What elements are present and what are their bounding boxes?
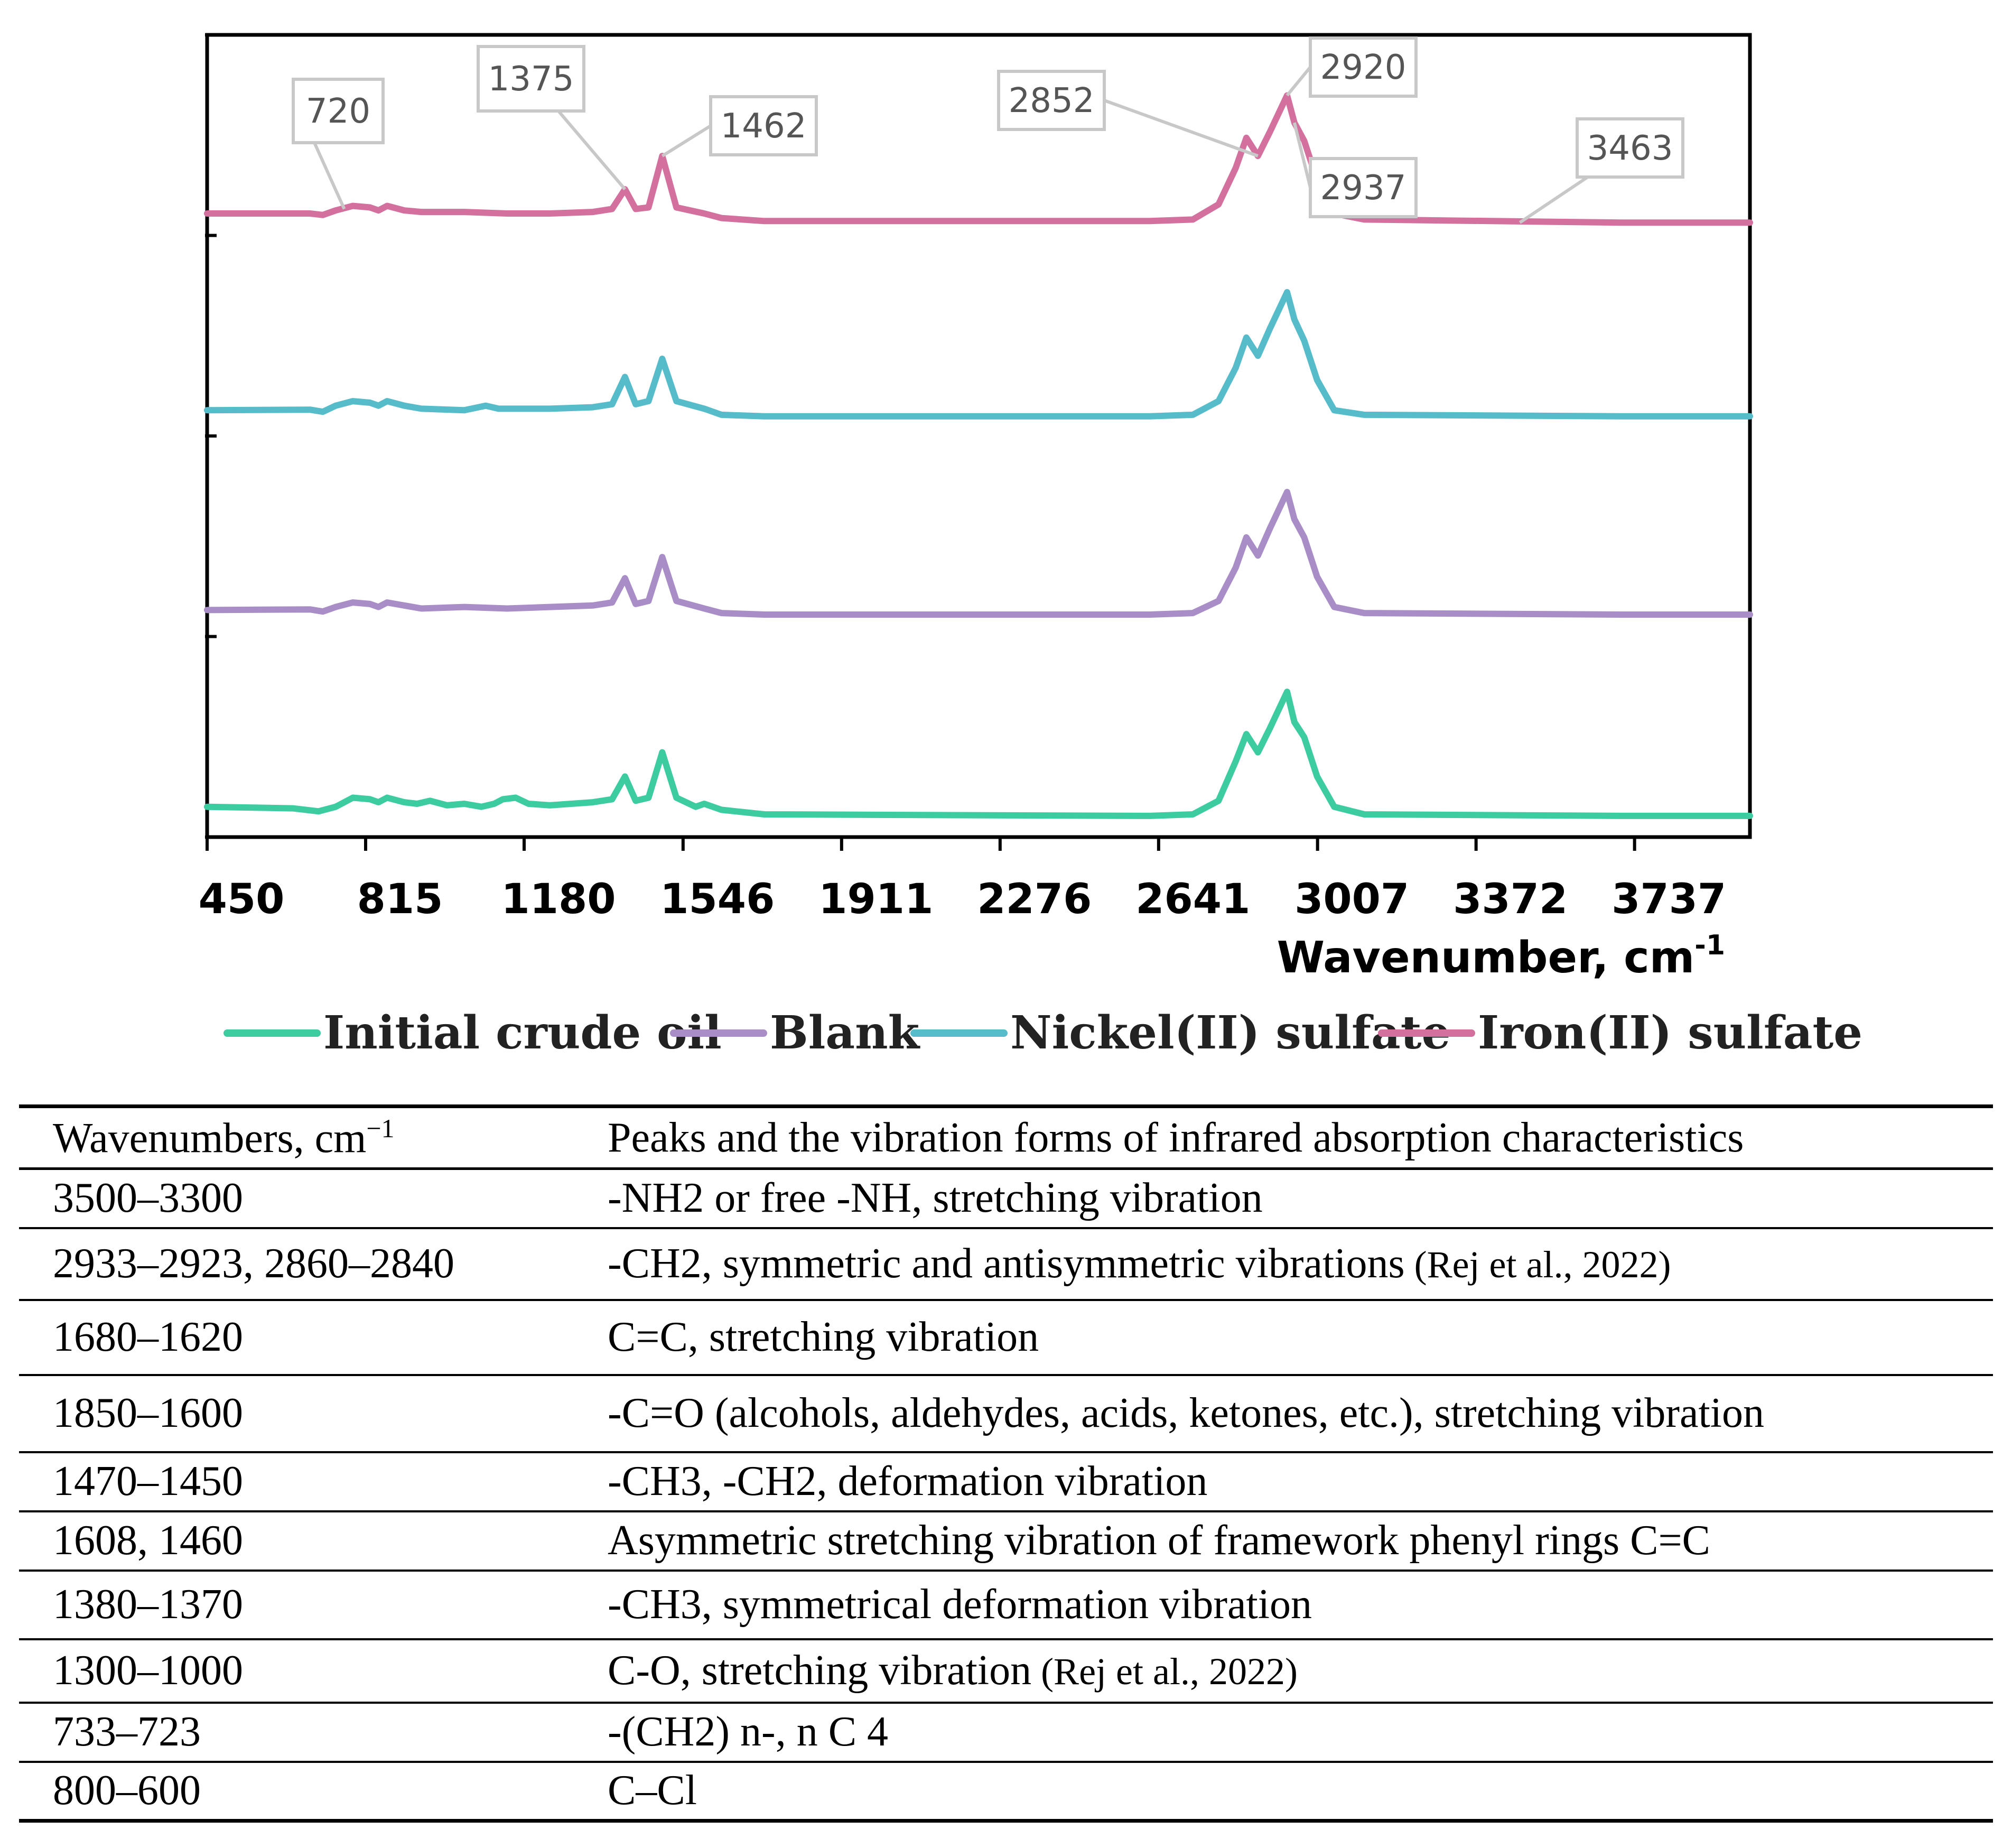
legend: Initial crude oil Blank Nickel(II) sulfate… xyxy=(223,1006,1862,1060)
cell-wavenumbers: 2933–2923, 2860–2840 xyxy=(53,1240,454,1287)
annotation-box xyxy=(1309,36,1418,98)
cell-assignment: -CH3, -CH2, deformation vibration xyxy=(608,1452,1993,1511)
series-line-0 xyxy=(204,689,1753,819)
cell-assignment: C-O, stretching vibration (Rej et al., 2… xyxy=(608,1639,1993,1703)
x-tick-label: 3007 xyxy=(1294,876,1409,923)
cell-assignment: -CH3, symmetrical deformation vibration xyxy=(608,1571,1993,1639)
annotation-box xyxy=(1576,117,1684,179)
cell-wavenumbers: 3500–3300 xyxy=(53,1175,243,1222)
assignment-text: -NH2 or free -NH, stretching vibration xyxy=(608,1175,1263,1222)
assignment-text: -(CH2) n-, n C 4 xyxy=(608,1708,889,1755)
legend-label-0: Initial crude oil xyxy=(323,1006,722,1060)
x-tick-label: 3372 xyxy=(1453,876,1568,923)
annotation-label: 2920 xyxy=(1320,48,1406,87)
cell-assignment: -CH2, symmetric and antisymmetric vibrat… xyxy=(608,1228,1993,1300)
legend-label-2: Nickel(II) sulfate xyxy=(1010,1006,1450,1060)
legend-label-3: Iron(II) sulfate xyxy=(1478,1006,1862,1060)
table-row: 2933–2923, 2860–2840 -CH2, symmetric and … xyxy=(19,1228,1993,1300)
x-tick-label: 2641 xyxy=(1135,876,1250,923)
series-layer xyxy=(204,92,1753,819)
plot-area xyxy=(205,33,1752,839)
cell-wavenumbers: 800–600 xyxy=(53,1767,201,1814)
ir-assignment-table: Wavenumbers, cm−1 Peaks and the vibratio… xyxy=(19,1104,1993,1823)
table-row: 1850–1600 -C=O (alcohols, aldehydes, acid… xyxy=(19,1375,1993,1452)
series-line-2 xyxy=(204,289,1753,420)
header-wavenumbers: Wavenumbers, cm−1 xyxy=(53,1113,395,1162)
assignment-text: C=C, stretching vibration xyxy=(608,1314,1039,1360)
table-row: 1608, 1460 Asymmetric stretching vibratio… xyxy=(19,1511,1993,1571)
table-body: 3500–3300 -NH2 or free -NH, stretching vi… xyxy=(19,1169,1993,1821)
x-tick-label: 2276 xyxy=(977,876,1092,923)
table-header-row: Wavenumbers, cm−1 Peaks and the vibratio… xyxy=(19,1106,1993,1169)
annotation-box xyxy=(709,95,818,156)
series-line-1 xyxy=(204,489,1753,618)
header-assignment: Peaks and the vibration forms of infrare… xyxy=(608,1114,1744,1161)
table-row: 1470–1450 -CH3, -CH2, deformation vibrati… xyxy=(19,1452,1993,1511)
x-tick-label: 815 xyxy=(357,876,443,923)
assignment-text: -CH2, symmetric and antisymmetric vibrat… xyxy=(608,1240,1405,1287)
cell-assignment: C–Cl xyxy=(608,1762,1993,1821)
annotation-leader xyxy=(1292,122,1312,188)
annotation-label: 3463 xyxy=(1587,129,1673,168)
x-tick-label: 450 xyxy=(199,876,285,923)
assignment-text: -CH3, -CH2, deformation vibration xyxy=(608,1458,1208,1505)
annotation-box xyxy=(292,78,385,144)
assignment-text: Asymmetric stretching vibration of frame… xyxy=(608,1517,1710,1564)
ftir-chart: 720 1375 1462 2852 2920 2937 3463 450 815 1180 15… xyxy=(199,33,1862,1060)
annotation-leader xyxy=(1103,99,1259,157)
annotation-label: 2937 xyxy=(1320,169,1406,208)
annotation-leader xyxy=(1519,175,1589,224)
annotation-box xyxy=(477,45,585,113)
x-axis-title: Wavenumber, cm-1 xyxy=(1277,930,1725,983)
cell-assignment: -C=O (alcohols, aldehydes, acids, ketone… xyxy=(608,1375,1993,1452)
citation-text: (Rej et al., 2022) xyxy=(1404,1243,1671,1286)
cell-assignment: C=C, stretching vibration xyxy=(608,1300,1993,1375)
annotation-leader xyxy=(661,124,712,157)
table-row: 1300–1000 C-O, stretching vibration (Rej … xyxy=(19,1639,1993,1703)
annotation-box xyxy=(997,70,1106,131)
annotation-layer: 720 1375 1462 2852 2920 2937 3463 xyxy=(292,36,1684,224)
annotation-box xyxy=(1309,157,1418,218)
assignment-text: -C=O (alcohols, aldehydes, acids, ketone… xyxy=(608,1390,1764,1436)
legend-label-1: Blank xyxy=(770,1006,921,1060)
cell-assignment: -NH2 or free -NH, stretching vibration xyxy=(608,1169,1993,1228)
x-tick-label: 3737 xyxy=(1612,876,1726,923)
series-line-3 xyxy=(204,92,1753,226)
cell-assignment: -(CH2) n-, n C 4 xyxy=(608,1703,1993,1762)
cell-wavenumbers: 1608, 1460 xyxy=(53,1517,243,1564)
assignment-text: C-O, stretching vibration xyxy=(608,1647,1032,1694)
annotation-leader xyxy=(313,142,346,210)
cell-wavenumbers: 1470–1450 xyxy=(53,1458,243,1505)
annotation-label: 2852 xyxy=(1009,81,1095,120)
cell-wavenumbers: 733–723 xyxy=(53,1708,201,1755)
assignment-text: -CH3, symmetrical deformation vibration xyxy=(608,1581,1312,1628)
annotation-label: 720 xyxy=(306,92,370,131)
table-row: 800–600 C–Cl xyxy=(19,1762,1993,1821)
axes: 450 815 1180 1546 1911 2276 2641 3007 3372 3737 xyxy=(199,33,1750,923)
citation-text: (Rej et al., 2022) xyxy=(1031,1650,1298,1693)
cell-assignment: Asymmetric stretching vibration of frame… xyxy=(608,1511,1993,1571)
x-tick-label: 1546 xyxy=(660,876,775,923)
cell-wavenumbers: 1680–1620 xyxy=(53,1314,243,1360)
cell-wavenumbers: 1300–1000 xyxy=(53,1647,243,1694)
table-row: 733–723 -(CH2) n-, n C 4 xyxy=(19,1703,1993,1762)
cell-wavenumbers: 1380–1370 xyxy=(53,1581,243,1628)
annotation-label: 1375 xyxy=(488,60,574,99)
table-row: 1380–1370 -CH3, symmetrical deformation v… xyxy=(19,1571,1993,1639)
annotation-leader xyxy=(1286,66,1312,97)
assignment-text: C–Cl xyxy=(608,1767,697,1814)
cell-wavenumbers: 1850–1600 xyxy=(53,1390,243,1436)
table-row: 1680–1620 C=C, stretching vibration xyxy=(19,1300,1993,1375)
table-row: 3500–3300 -NH2 or free -NH, stretching vi… xyxy=(19,1169,1993,1228)
annotation-label: 1462 xyxy=(721,107,807,146)
x-tick-label: 1180 xyxy=(501,876,616,923)
x-tick-label: 1911 xyxy=(818,876,933,923)
